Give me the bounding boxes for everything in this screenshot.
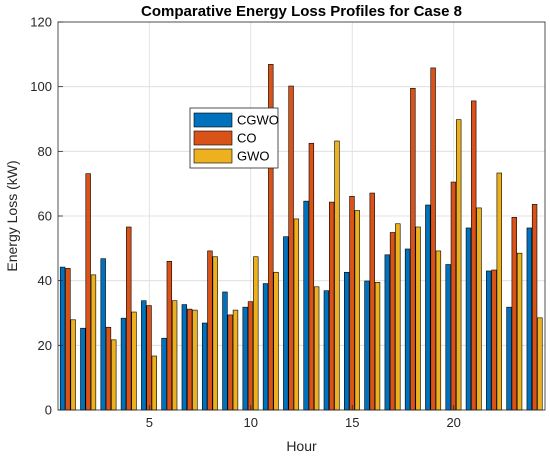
bar-co-hour-1 <box>65 268 71 411</box>
bar-cgwo-hour-14 <box>323 290 330 411</box>
bar-gwo-hour-6 <box>171 300 178 411</box>
bar-cgwo-hour-17 <box>384 254 390 411</box>
bar-co-hour-19 <box>430 67 436 411</box>
legend: CGWO CO GWO <box>189 107 279 169</box>
bar-cgwo-hour-5 <box>141 300 147 411</box>
y-tick-label: 80 <box>38 144 52 159</box>
bar-cgwo-hour-21 <box>465 227 472 411</box>
bar-cgwo-hour-9 <box>222 291 228 411</box>
bar-cgwo-hour-23 <box>506 306 512 411</box>
y-tick-label: 0 <box>45 403 52 418</box>
bar-gwo-hour-7 <box>192 309 198 411</box>
bar-gwo-hour-13 <box>313 286 320 411</box>
bar-gwo-hour-11 <box>273 271 279 411</box>
chart-title: Comparative Energy Loss Profiles for Cas… <box>141 3 462 20</box>
bar-gwo-hour-24 <box>537 317 543 411</box>
bar-cgwo-hour-22 <box>486 270 492 411</box>
bar-gwo-hour-15 <box>354 210 360 411</box>
bar-co-hour-21 <box>471 100 477 411</box>
bar-co-hour-13 <box>308 142 315 411</box>
bar-co-hour-6 <box>166 260 173 411</box>
bar-cgwo-hour-20 <box>445 264 451 411</box>
bar-co-hour-5 <box>146 305 152 411</box>
bar-gwo-hour-2 <box>90 274 97 411</box>
y-axis-label: Energy Loss (kW) <box>4 160 20 271</box>
bar-co-hour-24 <box>531 204 538 411</box>
bar-cgwo-hour-7 <box>181 304 188 411</box>
bar-cgwo-hour-15 <box>344 271 350 411</box>
legend-label-cgwo: CGWO <box>237 113 279 128</box>
y-tick-label: 120 <box>30 15 52 30</box>
bar-gwo-hour-10 <box>253 256 259 411</box>
bar-co-hour-18 <box>410 87 416 411</box>
bar-gwo-hour-5 <box>151 355 157 411</box>
bar-co-hour-15 <box>349 195 355 411</box>
bar-gwo-hour-17 <box>395 223 401 411</box>
bar-cgwo-hour-3 <box>100 258 106 411</box>
bar-gwo-hour-21 <box>476 207 482 411</box>
bar-cgwo-hour-4 <box>120 317 127 411</box>
bar-co-hour-7 <box>186 308 193 411</box>
bar-gwo-hour-1 <box>70 319 76 411</box>
bar-co-hour-3 <box>105 326 112 411</box>
bar-gwo-hour-4 <box>131 311 137 411</box>
bar-gwo-hour-9 <box>232 309 239 411</box>
bar-gwo-hour-22 <box>496 172 502 411</box>
y-tick-label: 60 <box>38 209 52 224</box>
bar-co-hour-8 <box>207 250 213 411</box>
bar-cgwo-hour-24 <box>526 227 532 411</box>
bar-series-group <box>59 64 543 411</box>
bar-gwo-hour-23 <box>516 252 523 411</box>
bar-cgwo-hour-18 <box>404 248 411 411</box>
bar-gwo-hour-12 <box>293 218 300 411</box>
bar-co-hour-4 <box>126 226 132 411</box>
legend-swatch-cgwo <box>193 112 233 128</box>
bar-co-hour-10 <box>247 301 254 411</box>
bar-gwo-hour-16 <box>374 281 381 411</box>
bar-co-hour-22 <box>491 269 497 411</box>
x-tick-label: 15 <box>345 415 359 430</box>
bar-co-hour-14 <box>328 201 335 411</box>
legend-label-gwo: GWO <box>237 149 270 164</box>
y-tick-label: 40 <box>38 273 52 288</box>
bar-cgwo-hour-6 <box>161 337 167 411</box>
bar-gwo-hour-8 <box>212 256 218 411</box>
bar-co-hour-20 <box>450 181 457 411</box>
legend-label-co: CO <box>237 131 257 146</box>
bar-cgwo-hour-8 <box>201 322 208 411</box>
x-tick-label: 20 <box>446 415 460 430</box>
y-tick-label: 20 <box>38 338 52 353</box>
x-tick-label: 10 <box>244 415 258 430</box>
bar-cgwo-hour-16 <box>364 280 370 411</box>
legend-swatch-gwo <box>193 148 233 164</box>
bar-co-hour-17 <box>389 232 396 411</box>
axis-ticks: 0 20 40 60 80 100 120 5 10 15 20 <box>30 15 461 431</box>
bar-gwo-hour-19 <box>435 250 442 411</box>
bar-gwo-hour-20 <box>456 119 462 411</box>
bar-co-hour-23 <box>511 216 517 411</box>
x-tick-label: 5 <box>146 415 153 430</box>
bar-gwo-hour-14 <box>334 140 340 411</box>
bar-co-hour-16 <box>369 192 375 411</box>
bar-gwo-hour-18 <box>415 226 421 411</box>
bar-cgwo-hour-2 <box>80 327 86 411</box>
bar-co-hour-12 <box>288 85 294 411</box>
y-tick-label: 100 <box>30 79 52 94</box>
bar-cgwo-hour-19 <box>425 204 431 411</box>
bar-cgwo-hour-12 <box>283 236 289 411</box>
bar-gwo-hour-3 <box>111 339 117 411</box>
bar-cgwo-hour-11 <box>262 283 269 411</box>
bar-co-hour-9 <box>227 314 233 411</box>
bar-co-hour-2 <box>85 173 91 411</box>
bar-cgwo-hour-13 <box>303 200 309 411</box>
legend-swatch-co <box>193 130 233 146</box>
bar-cgwo-hour-1 <box>59 266 66 411</box>
x-axis-label: Hour <box>286 438 317 454</box>
bar-cgwo-hour-10 <box>242 306 248 411</box>
